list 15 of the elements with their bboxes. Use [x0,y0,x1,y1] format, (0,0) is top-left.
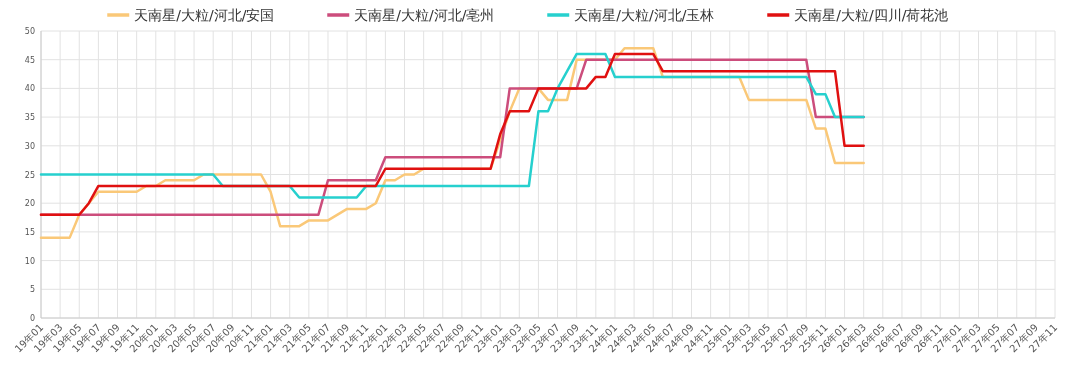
y-tick-label: 30 [24,141,35,151]
y-tick-label: 10 [24,256,35,266]
legend-label: 天南星/大粒/四川/荷花池 [794,7,949,23]
y-tick-label: 35 [24,113,35,123]
legend-label: 天南星/大粒/河北/安国 [134,7,275,23]
y-tick-label: 40 [24,84,35,94]
y-tick-label: 20 [24,199,35,209]
y-tick-label: 5 [29,285,35,295]
y-tick-label: 0 [29,314,35,323]
y-tick-label: 25 [24,170,35,180]
y-tick-label: 50 [24,27,35,36]
legend-label: 天南星/大粒/河北/玉林 [574,7,715,23]
y-tick-label: 45 [24,55,35,65]
y-tick-label: 15 [24,227,35,237]
legend-label: 天南星/大粒/河北/亳州 [354,7,495,23]
